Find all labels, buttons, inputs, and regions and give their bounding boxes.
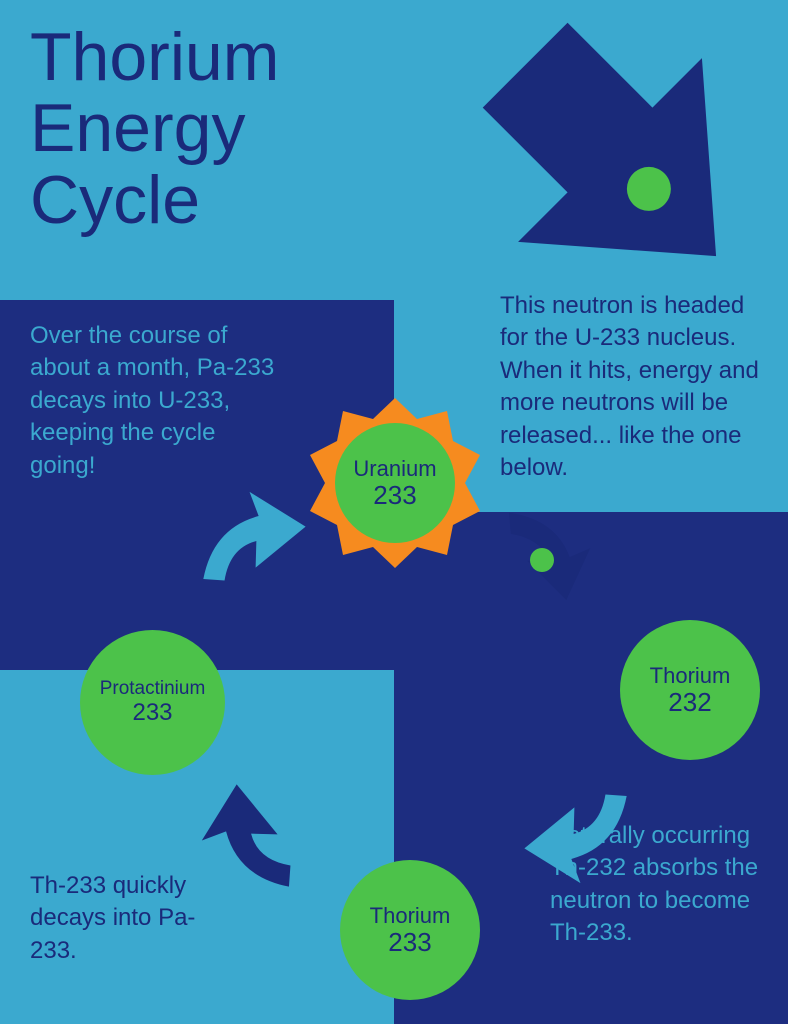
desc-neutron-incoming: This neutron is headed for the U-233 nuc…: [500, 290, 760, 484]
node-thorium-233: Thorium 233: [340, 860, 480, 1000]
node-uranium-233: Uranium 233: [335, 423, 455, 543]
node-number: 233: [132, 700, 172, 726]
node-label: Uranium: [353, 457, 436, 481]
node-protactinium-233: Protactinium 233: [80, 630, 225, 775]
incoming-neutron-arrow: [440, 0, 780, 320]
node-label: Thorium: [650, 664, 731, 688]
arrow-th232-to-th233: [510, 740, 660, 890]
arrow-pa233-to-u233: [170, 485, 320, 635]
node-number: 233: [373, 481, 416, 510]
page-title: Thorium Energy Cycle: [30, 22, 279, 236]
node-number: 233: [388, 928, 431, 957]
released-neutron-dot: [530, 548, 554, 572]
node-label: Thorium: [370, 904, 451, 928]
arrow-th233-to-pa233: [195, 770, 345, 920]
node-number: 232: [668, 688, 711, 717]
title-line1: Thorium Energy Cycle: [30, 19, 279, 238]
node-thorium-232: Thorium 232: [620, 620, 760, 760]
desc-pa-decay: Over the course of about a month, Pa-233…: [30, 320, 280, 482]
node-label: Protactinium: [100, 679, 206, 700]
